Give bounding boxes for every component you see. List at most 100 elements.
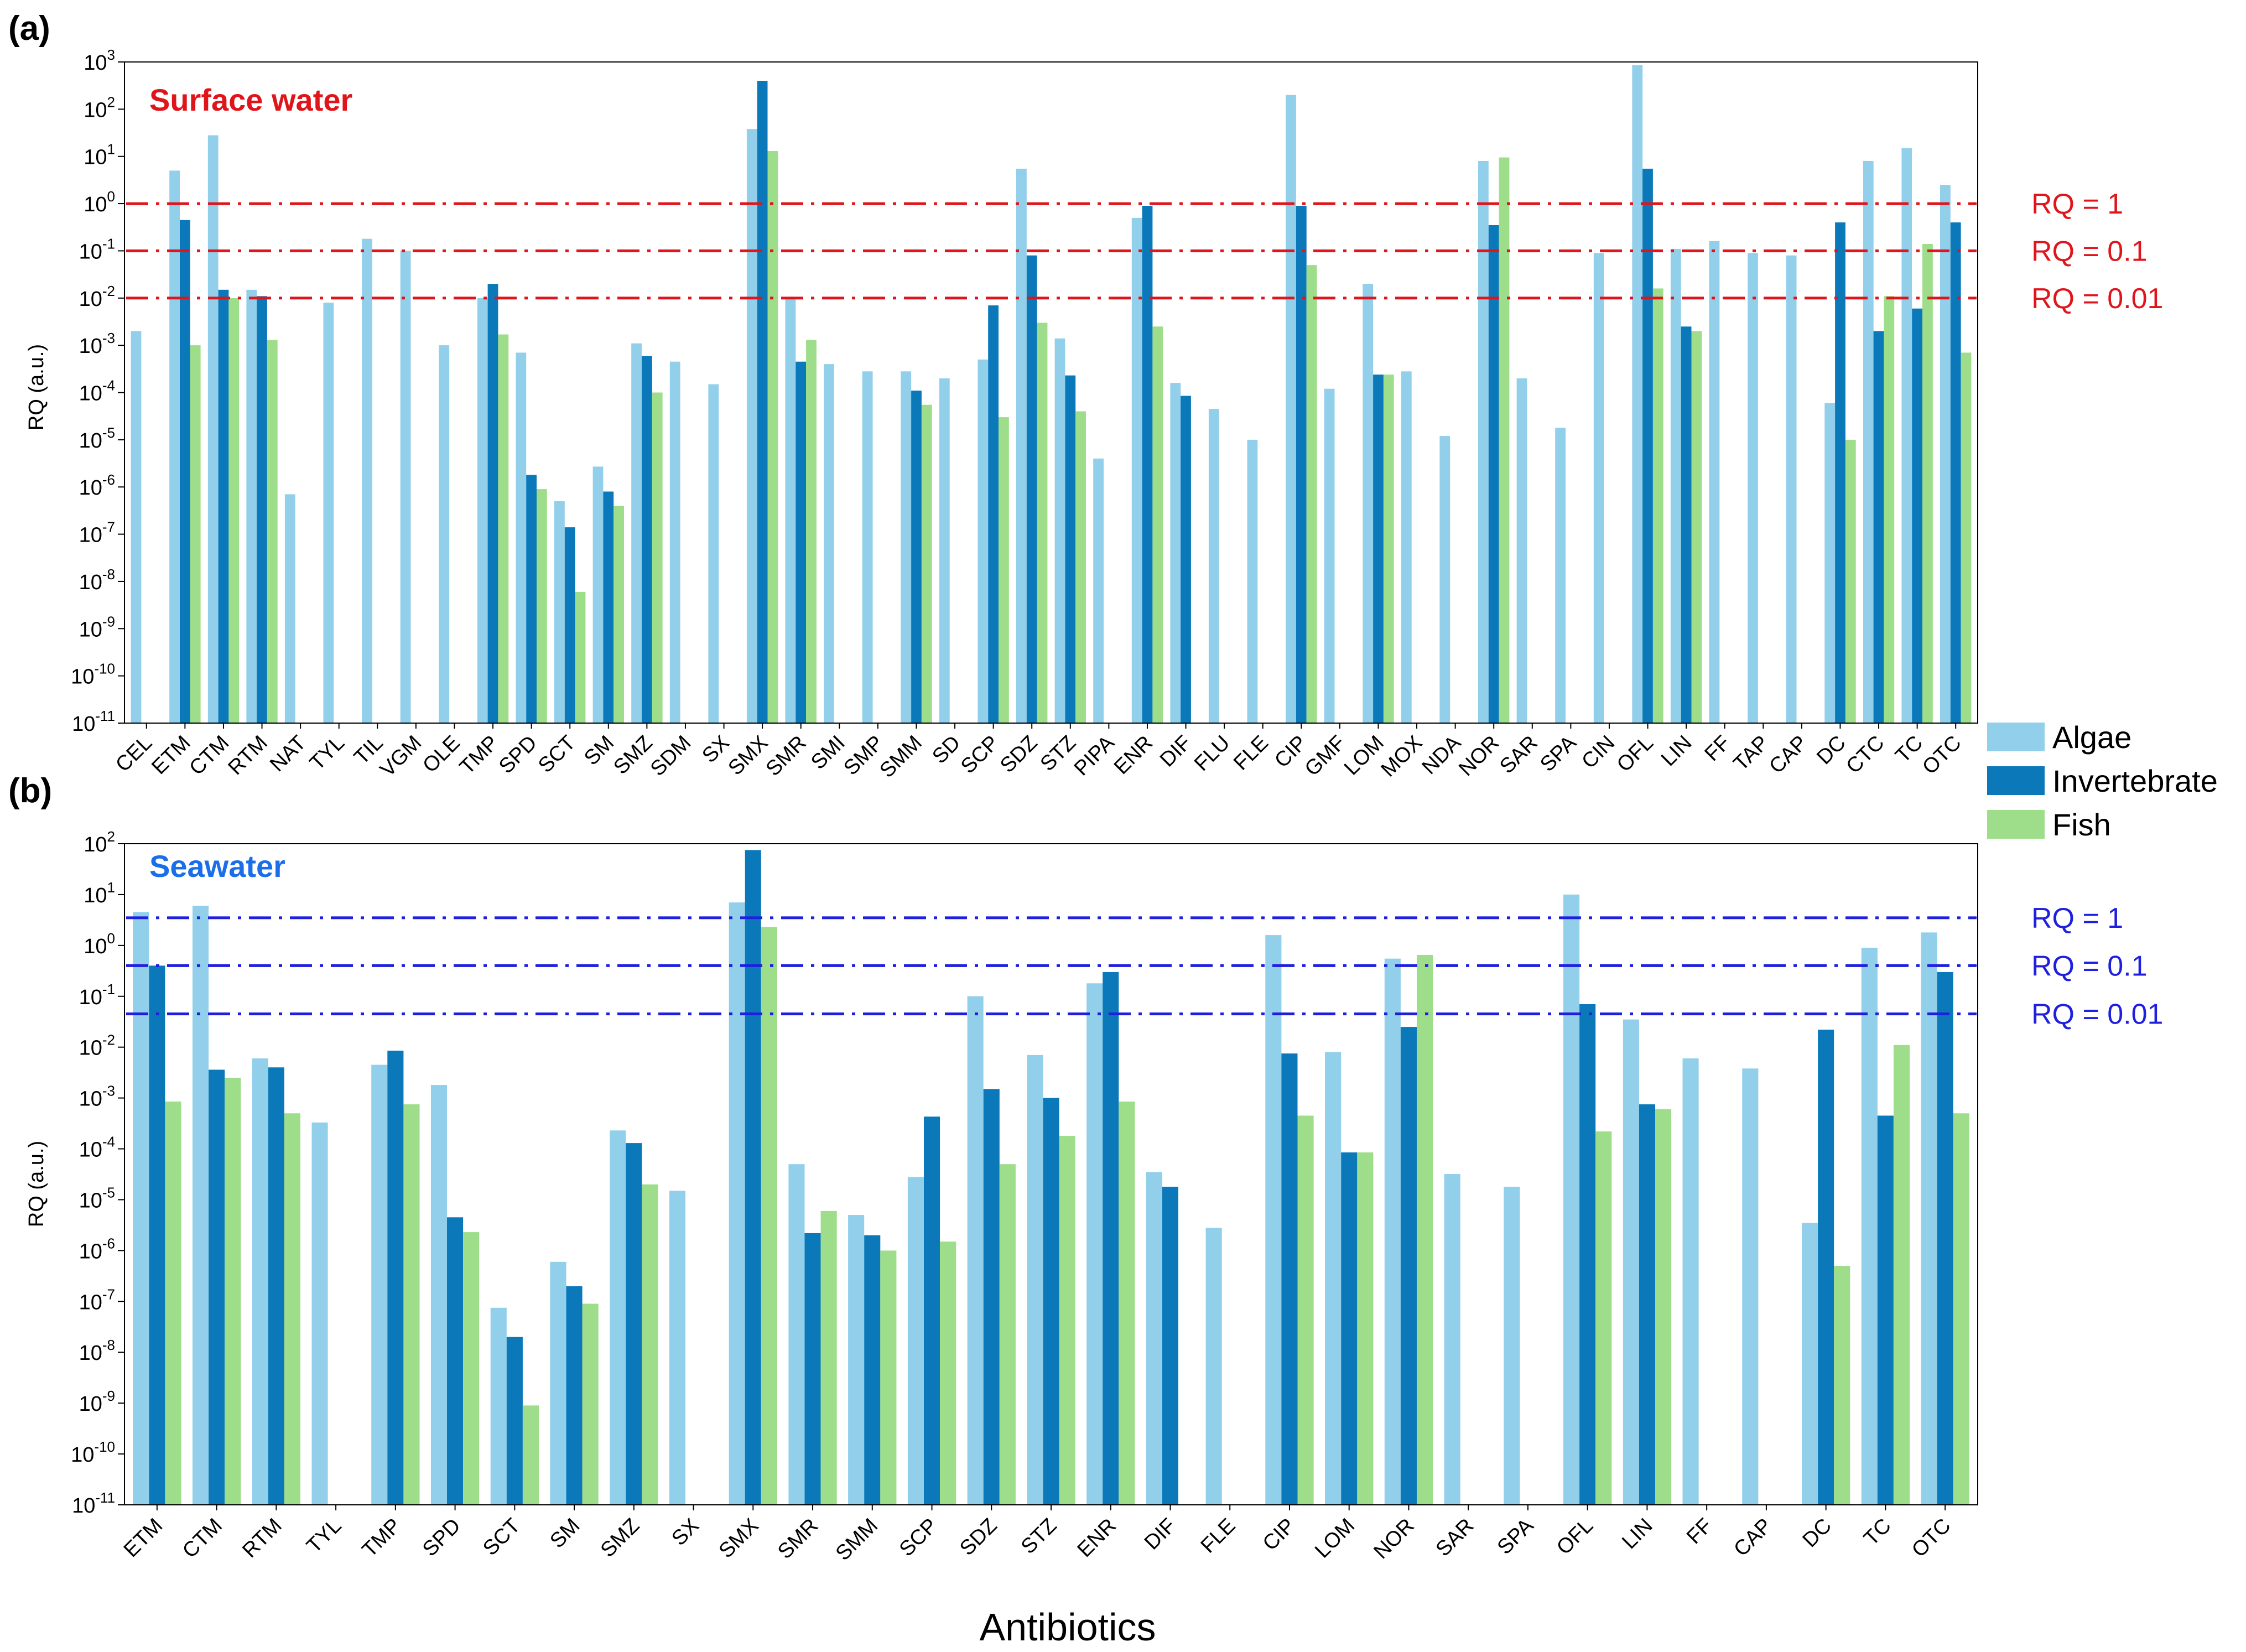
bar-sct-fish: [522, 1405, 539, 1505]
bar-cip-invertebrate: [1296, 206, 1307, 723]
bar-ofl-invertebrate: [1642, 168, 1653, 723]
bar-nor-fish: [1417, 955, 1433, 1505]
bar-nor-algae: [1478, 161, 1489, 723]
bar-cap-algae: [1742, 1068, 1759, 1505]
reference-label-0: RQ = 1: [2031, 902, 2123, 934]
bar-sct-algae: [490, 1307, 507, 1505]
x-tick-label: VGM: [376, 731, 426, 782]
bar-tc-algae: [1861, 948, 1878, 1505]
bar-sdz-invertebrate: [983, 1089, 1000, 1505]
bar-rtm-invertebrate: [268, 1067, 284, 1505]
bar-otc-algae: [1921, 932, 1937, 1505]
bar-smz-invertebrate: [642, 356, 652, 723]
x-tick-label: CAP: [1765, 731, 1812, 778]
x-tick-label: LOM: [1311, 1514, 1359, 1563]
bar-tmp-fish: [498, 334, 509, 723]
bar-stz-invertebrate: [1043, 1098, 1059, 1505]
bar-scp-algae: [978, 359, 989, 723]
legend-label-fish: Fish: [2052, 807, 2111, 842]
y-tick-label: 10-9: [79, 1388, 115, 1416]
bar-tap-algae: [1748, 253, 1758, 723]
x-tick-label: SMZ: [596, 1514, 644, 1562]
bar-tc-fish: [1893, 1045, 1910, 1505]
reference-label-2: RQ = 0.01: [2031, 283, 2163, 315]
bar-spd-invertebrate: [447, 1217, 464, 1505]
panel-a-y-ticks: 103 102 101 100 10-1 10-2 10-3 10-4 10-5 10-6 10-7…: [71, 46, 124, 736]
bar-sdz-fish: [999, 1164, 1016, 1505]
bar-smm-algae: [848, 1215, 865, 1505]
bar-nor-algae: [1384, 958, 1401, 1505]
y-tick-label: 10-6: [79, 1235, 115, 1263]
bar-ofl-algae: [1632, 65, 1643, 723]
panel-b-x-ticks: ETM CTM RTM TYL TMP SPD SCT SM SMZ SX SMX SMR SMM SCP…: [119, 1505, 1955, 1565]
bar-cin-algae: [1593, 253, 1604, 723]
y-tick-label: 100: [84, 188, 115, 216]
bar-lin-algae: [1670, 248, 1681, 723]
bar-etm-invertebrate: [180, 220, 190, 723]
x-tick-label: SX: [667, 1514, 704, 1551]
bar-sx-algae: [669, 1191, 685, 1505]
bar-etm-fish: [165, 1102, 181, 1505]
bar-etm-fish: [190, 345, 201, 723]
bar-rtm-invertebrate: [257, 296, 267, 723]
bar-stz-algae: [1054, 338, 1065, 723]
bar-sar-algae: [1516, 378, 1527, 723]
x-tick-label: STZ: [1036, 731, 1080, 776]
bar-tmp-algae: [371, 1064, 388, 1505]
bar-tmp-fish: [403, 1104, 420, 1505]
x-tick-label: SMX: [715, 1514, 763, 1563]
bar-otc-fish: [1961, 352, 1972, 723]
bar-smx-invertebrate: [745, 850, 761, 1505]
bar-nor-fish: [1499, 157, 1510, 724]
bar-dc-invertebrate: [1835, 222, 1845, 723]
y-tick-label: 10-7: [79, 519, 115, 547]
x-tick-label: FLE: [1229, 731, 1273, 775]
panel-b-label: (b): [8, 772, 52, 810]
bar-ole-algae: [439, 345, 450, 723]
bar-enr-invertebrate: [1103, 972, 1119, 1505]
x-tick-label: DIF: [1156, 731, 1196, 772]
x-tick-label: OTC: [1907, 1514, 1955, 1562]
x-tick-label: TMP: [358, 1514, 405, 1562]
bar-ctm-fish: [228, 298, 240, 723]
bar-vgm-algae: [400, 251, 411, 723]
bar-sdm-algae: [669, 361, 680, 723]
x-tick-label: GMF: [1301, 731, 1350, 781]
y-tick-label: 10-8: [79, 1337, 115, 1365]
x-tick-label: SPD: [495, 731, 542, 778]
x-tick-label: NOR: [1454, 731, 1504, 781]
panel-a-title: Surface water: [149, 82, 352, 117]
bar-smr-fish: [806, 340, 817, 723]
x-tick-label: RTM: [223, 731, 272, 780]
bar-flu-algae: [1208, 409, 1219, 723]
bar-spd-algae: [516, 352, 527, 723]
x-tick-label: MOX: [1376, 731, 1427, 782]
bar-dif-algae: [1146, 1172, 1162, 1505]
bar-stz-fish: [1059, 1136, 1075, 1505]
bar-lom-algae: [1325, 1052, 1342, 1505]
bar-spa-algae: [1555, 428, 1566, 723]
bar-scp-invertebrate: [924, 1116, 940, 1505]
bar-smm-fish: [880, 1250, 897, 1505]
bar-tmp-algae: [477, 298, 488, 723]
y-tick-label: 10-3: [79, 1083, 115, 1111]
bar-ctc-invertebrate: [1873, 331, 1884, 723]
x-tick-label: TAP: [1729, 731, 1774, 776]
y-tick-label: 10-11: [72, 1489, 115, 1518]
x-tick-label: TMP: [455, 731, 503, 779]
bar-otc-invertebrate: [1937, 972, 1953, 1505]
bar-stz-invertebrate: [1065, 375, 1076, 723]
bar-lom-invertebrate: [1373, 375, 1384, 723]
bar-sct-fish: [575, 591, 586, 723]
y-tick-label: 101: [84, 141, 115, 169]
x-tick-label: CIP: [1259, 1514, 1300, 1556]
y-tick-label: 102: [84, 93, 115, 122]
reference-label-1: RQ = 0.1: [2031, 235, 2148, 267]
bar-rtm-algae: [246, 289, 257, 723]
x-tick-label: NDA: [1418, 731, 1466, 779]
bar-smz-algae: [631, 343, 642, 723]
bar-ofl-fish: [1652, 288, 1663, 723]
panel-b-y-ticks: 102 101 100 10-1 10-2 10-3 10-4 10-5 10-6 10-7 10-…: [71, 828, 124, 1518]
legend-label-invertebrate: Invertebrate: [2052, 763, 2218, 798]
